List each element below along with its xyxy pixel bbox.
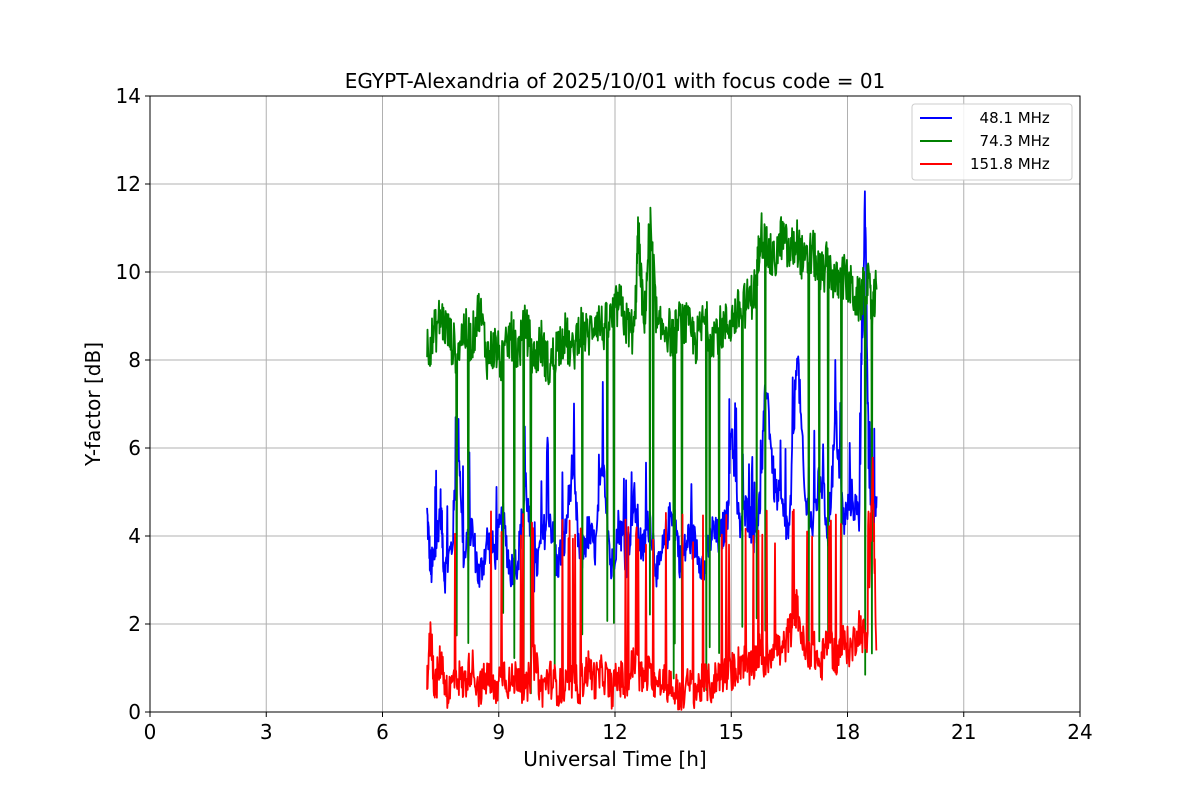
legend-box [911,103,1073,181]
y-tick-label: 10 [116,260,141,284]
x-tick-label: 0 [144,720,157,744]
legend-label-1: 48.1 MHz [970,109,1050,127]
y-axis-label: Y-factor [dB] [81,342,105,467]
x-tick-label: 24 [1067,720,1092,744]
x-tick-label: 6 [376,720,389,744]
x-tick-label: 21 [951,720,976,744]
y-tick-label: 2 [128,612,141,636]
x-tick-label: 3 [260,720,273,744]
x-tick-label: 9 [492,720,505,744]
y-tick-label: 14 [116,84,141,108]
y-tick-label: 12 [116,172,141,196]
series-line-3 [426,456,878,711]
legend-label-3: 151.8 MHz [970,155,1050,173]
x-tick-label: 15 [719,720,744,744]
legend: 48.1 MHz 74.3 MHz 151.8 MHz [911,103,1073,181]
y-tick-label: 4 [128,524,141,548]
y-tick-label: 6 [128,436,141,460]
legend-label-2: 74.3 MHz [970,132,1050,150]
series-line-2 [426,206,878,695]
x-tick-label: 18 [835,720,860,744]
y-tick-label: 0 [128,700,141,724]
chart-title: EGYPT-Alexandria of 2025/10/01 with focu… [345,69,886,93]
y-tick-label: 8 [128,348,141,372]
series-layer [426,190,878,711]
x-tick-label: 12 [602,720,627,744]
x-axis-label: Universal Time [h] [523,747,706,771]
